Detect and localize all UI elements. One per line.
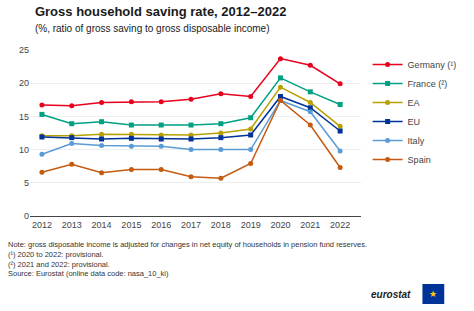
svg-text:eurostat: eurostat: [371, 289, 411, 300]
svg-text:EA: EA: [408, 98, 420, 108]
svg-text:2020: 2020: [270, 220, 290, 230]
svg-text:2019: 2019: [241, 220, 261, 230]
svg-text:2014: 2014: [92, 220, 112, 230]
svg-text:Germany (¹): Germany (¹): [408, 60, 457, 70]
svg-text:15: 15: [19, 112, 29, 122]
svg-text:2015: 2015: [121, 220, 141, 230]
svg-text:2017: 2017: [181, 220, 201, 230]
svg-text:5: 5: [24, 178, 29, 188]
svg-text:25: 25: [19, 45, 29, 55]
svg-text:2016: 2016: [151, 220, 171, 230]
svg-text:2021: 2021: [300, 220, 320, 230]
svg-text:★: ★: [429, 289, 437, 299]
svg-text:Gross household saving rate, 2: Gross household saving rate, 2012–2022(%…: [35, 4, 286, 35]
svg-text:2018: 2018: [211, 220, 231, 230]
svg-text:Note: gross disposable income: Note: gross disposable income is adjuste…: [8, 240, 367, 278]
svg-text:10: 10: [19, 145, 29, 155]
svg-text:EU: EU: [408, 117, 421, 127]
svg-text:2013: 2013: [62, 220, 82, 230]
svg-text:20: 20: [19, 78, 29, 88]
svg-text:2012: 2012: [32, 220, 52, 230]
svg-text:France (²): France (²): [408, 79, 448, 89]
svg-text:0: 0: [24, 211, 29, 221]
svg-text:Italy: Italy: [408, 136, 425, 146]
svg-text:Spain: Spain: [408, 155, 431, 165]
svg-text:2022: 2022: [330, 220, 350, 230]
